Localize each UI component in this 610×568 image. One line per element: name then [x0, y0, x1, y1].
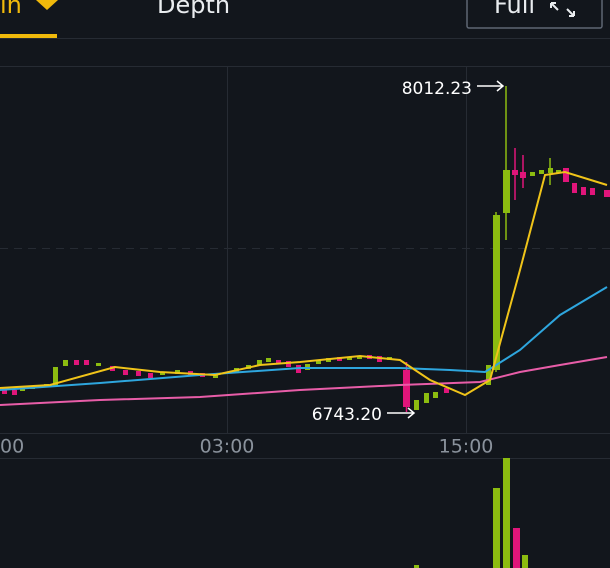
candle [414, 400, 419, 410]
candle [424, 393, 429, 403]
candle [377, 356, 382, 362]
time-axis: 00 03:00 15:00 [0, 436, 493, 458]
time-label: 03:00 [200, 436, 255, 458]
candle [136, 371, 141, 376]
time-label: 00 [0, 436, 24, 458]
candle [347, 357, 352, 360]
ma-line [0, 356, 608, 406]
active-underline [0, 34, 57, 38]
candle [512, 170, 518, 175]
candle [12, 390, 17, 395]
candle [520, 172, 526, 178]
candle [403, 370, 410, 407]
candle [257, 360, 262, 365]
volume [414, 458, 528, 568]
candle [266, 358, 271, 362]
candle [316, 360, 321, 364]
candle [84, 360, 89, 365]
dropdown-arrow[interactable] [36, 0, 58, 10]
candle [590, 188, 595, 195]
ma-line [0, 286, 608, 391]
volume-bar [513, 528, 520, 568]
volume-bar [522, 555, 528, 568]
candle [160, 372, 165, 375]
candle [530, 172, 535, 176]
tab-bar: in Depth Full [0, 0, 610, 39]
candle [433, 392, 438, 398]
expand-icon[interactable] [550, 2, 575, 17]
candle [286, 361, 291, 367]
max-label: 8012.23 [402, 79, 472, 99]
candle [486, 365, 491, 385]
candle [556, 170, 561, 173]
candle [123, 370, 128, 375]
candle [2, 388, 7, 394]
max-arrow [477, 80, 505, 92]
moving-averages [0, 170, 608, 406]
candle [444, 388, 449, 393]
price-labels: 8012.23 6743.20 [312, 79, 505, 425]
candle [563, 168, 569, 182]
candle [581, 187, 586, 195]
time-label: 15:00 [439, 436, 494, 458]
candle [63, 360, 68, 366]
interval-tab[interactable]: in [0, 0, 22, 19]
candle [96, 363, 101, 366]
volume-bar [414, 565, 419, 568]
candle [276, 360, 281, 364]
candle [357, 356, 362, 359]
candle [539, 170, 544, 174]
candle [53, 367, 58, 386]
min-arrow [387, 407, 416, 419]
candle [493, 215, 500, 370]
candle [548, 168, 553, 173]
depth-tab[interactable]: Depth [157, 0, 230, 19]
full-label[interactable]: Full [494, 0, 535, 19]
volume-bar [493, 488, 500, 568]
candle [74, 360, 79, 365]
candle [503, 170, 510, 213]
full-button[interactable] [466, 0, 603, 29]
candle [213, 374, 218, 378]
candle [148, 373, 153, 378]
volume-bar [503, 458, 510, 568]
candle [604, 190, 610, 197]
candle [572, 183, 577, 193]
ma-line [0, 170, 608, 397]
min-label: 6743.20 [312, 405, 382, 425]
